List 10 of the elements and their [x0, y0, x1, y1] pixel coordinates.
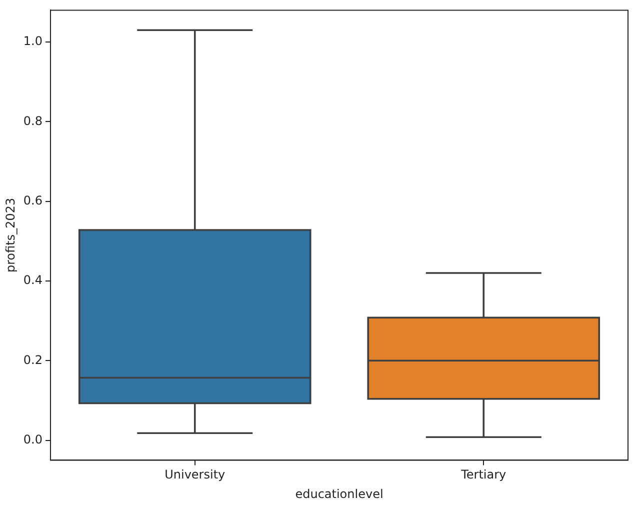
y-axis-title: profits_2023: [3, 198, 18, 273]
x-axis-title: educationlevel: [295, 486, 384, 501]
y-tick-label: 0.8: [23, 114, 42, 128]
y-tick-label: 0.0: [23, 432, 42, 446]
x-tick-label: University: [164, 468, 226, 482]
y-tick-label: 1.0: [23, 34, 42, 48]
y-tick-label: 0.2: [23, 352, 42, 367]
y-tick-label: 0.6: [23, 193, 42, 208]
x-tick-label: Tertiary: [460, 468, 506, 482]
y-tick-label: 0.4: [23, 273, 42, 288]
